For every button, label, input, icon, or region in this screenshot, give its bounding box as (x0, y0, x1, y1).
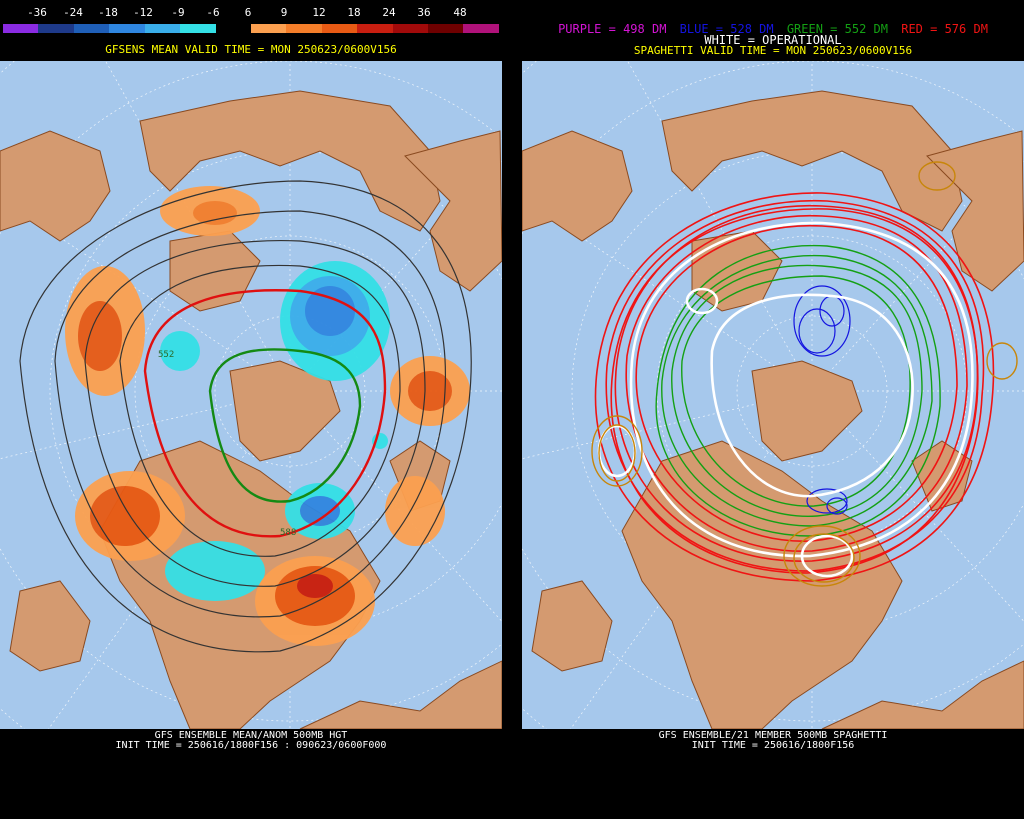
spaghetti-528 (793, 285, 851, 515)
height-contours (19, 180, 472, 653)
caption-title: GFS ENSEMBLE MEAN/ANOM 500MB HGT (154, 730, 348, 741)
operational-contours (597, 221, 974, 578)
caption-init-time: INIT TIME = 250616/1800F156 : 090623/060… (115, 740, 387, 751)
colorbar-label: 36 (417, 6, 431, 19)
ensemble-mean-panel: -36 -24 -18 -12 -9 -6 6 9 12 18 24 36 48… (0, 0, 502, 819)
colorbar-label: 48 (453, 6, 467, 19)
colorbar-label: 9 (280, 6, 288, 19)
colorbar-swatch (428, 24, 464, 33)
colorbar-swatch (286, 24, 322, 33)
colorbar-swatch (144, 24, 181, 33)
legend-blue: BLUE = 528 DM (679, 22, 774, 36)
colorbar-swatch (215, 24, 251, 33)
colorbar-label: 12 (312, 6, 326, 19)
legend-green: GREEN = 552 DM (786, 22, 888, 36)
colorbar-labels: -36 -24 -18 -12 -9 -6 6 9 12 18 24 36 48 (0, 6, 502, 20)
contour-value-label: 588 (280, 528, 296, 538)
spaghetti-588 (591, 161, 1018, 587)
anomaly-colorbar (3, 24, 499, 33)
spaghetti-legend: PURPLE = 498 DM BLUE = 528 DM GREEN = 55… (522, 22, 1024, 36)
colorbar-label: -12 (133, 6, 153, 19)
colorbar-label: 6 (244, 6, 252, 19)
panel-divider (502, 0, 522, 819)
map-canvas: 552 588 (0, 61, 502, 729)
colorbar-swatch (180, 24, 216, 33)
spaghetti-552 (655, 244, 941, 537)
legend-red: RED = 576 DM (901, 22, 988, 36)
valid-time-label: SPAGHETTI VALID TIME = MON 250623/0600V1… (633, 44, 913, 57)
colorbar-swatch (73, 24, 110, 33)
map-canvas (522, 61, 1024, 729)
spaghetti-panel: PURPLE = 498 DM BLUE = 528 DM GREEN = 55… (522, 0, 1024, 819)
colorbar-label: -24 (63, 6, 83, 19)
contour-576 (143, 289, 387, 538)
colorbar-swatch (109, 24, 145, 33)
colorbar-label: 18 (347, 6, 361, 19)
colorbar-swatch (463, 24, 499, 33)
anomaly-map: 552 588 (0, 61, 502, 729)
colorbar-label: -9 (171, 6, 185, 19)
colorbar-label: -6 (206, 6, 220, 19)
legend-white: WHITE = OPERATIONAL (704, 33, 842, 47)
colorbar-label: -36 (27, 6, 47, 19)
colorbar-swatch (392, 24, 429, 33)
valid-time-label: GFSENS MEAN VALID TIME = MON 250623/0600… (105, 43, 397, 56)
colorbar-swatch (38, 24, 74, 33)
colorbar-swatch (357, 24, 393, 33)
spaghetti-map (522, 61, 1024, 729)
colorbar-label: 24 (382, 6, 396, 19)
colorbar-swatch (321, 24, 358, 33)
colorbar-swatch (3, 24, 39, 33)
legend-purple: PURPLE = 498 DM (558, 22, 667, 36)
contour-552 (208, 348, 362, 503)
caption-init-time: INIT TIME = 250616/1800F156 (691, 740, 855, 751)
caption-title: GFS ENSEMBLE/21 MEMBER 500MB SPAGHETTI (658, 730, 888, 741)
colorbar-label: -18 (98, 6, 118, 19)
colorbar-swatch (250, 24, 287, 33)
contour-value-label: 552 (158, 350, 174, 360)
spaghetti-576 (594, 192, 995, 582)
